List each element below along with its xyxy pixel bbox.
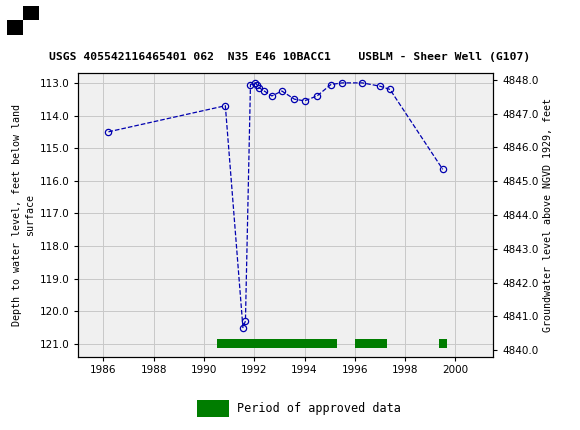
- Y-axis label: Groundwater level above NGVD 1929, feet: Groundwater level above NGVD 1929, feet: [542, 98, 553, 332]
- Bar: [197, 400, 229, 417]
- Text: USGS: USGS: [44, 12, 99, 29]
- Text: USGS 405542116465401 062  N35 E46 10BACC1    USBLM - Sheer Well (G107): USGS 405542116465401 062 N35 E46 10BACC1…: [49, 52, 531, 62]
- Bar: [23, 20, 39, 35]
- Bar: [439, 339, 447, 348]
- Bar: [216, 339, 337, 348]
- Bar: [7, 6, 23, 20]
- Bar: [7, 6, 39, 35]
- Text: Period of approved data: Period of approved data: [237, 402, 401, 415]
- Y-axis label: Depth to water level, feet below land
surface: Depth to water level, feet below land su…: [12, 104, 35, 326]
- Bar: [355, 339, 387, 348]
